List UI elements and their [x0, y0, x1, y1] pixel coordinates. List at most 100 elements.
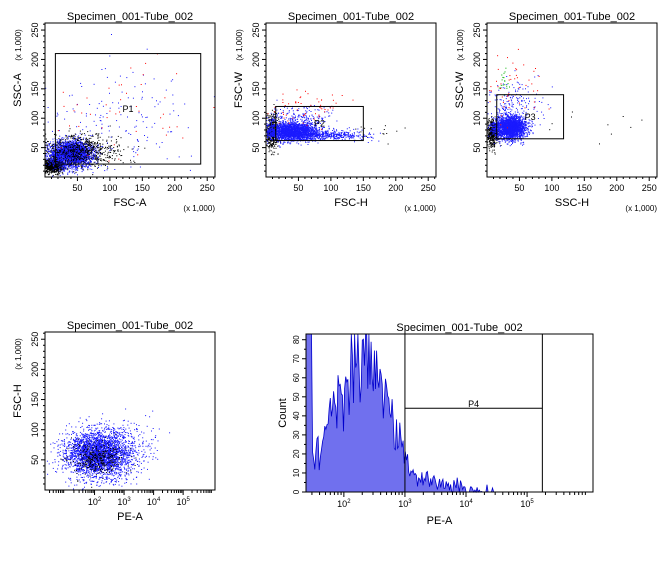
event-dot — [62, 173, 64, 175]
event-dot — [271, 144, 273, 146]
event-dot — [59, 150, 61, 152]
event-dot — [58, 148, 59, 150]
event-dot — [97, 162, 99, 164]
event-dot — [73, 148, 74, 150]
event-dot — [56, 144, 58, 146]
event-dot — [108, 157, 110, 159]
event-dot — [277, 153, 279, 155]
event-dot — [153, 78, 155, 80]
event-dot — [56, 158, 58, 160]
event-dot — [71, 135, 73, 137]
event-dot — [84, 148, 86, 150]
event-dot — [51, 161, 53, 163]
event-dot — [270, 142, 272, 144]
event-dot — [48, 173, 50, 175]
event-dot — [99, 158, 101, 160]
event-dot — [84, 141, 86, 143]
event-dot — [90, 161, 91, 163]
event-dot — [93, 156, 95, 158]
event-dot — [80, 142, 82, 143]
event-dot — [90, 149, 92, 151]
event-dot — [58, 152, 59, 153]
event-dot — [109, 55, 111, 57]
event-dot — [85, 151, 87, 153]
event-dot — [91, 164, 93, 166]
event-dot — [273, 117, 275, 119]
event-dot — [67, 165, 69, 167]
event-dot — [53, 163, 54, 165]
event-dot — [50, 146, 52, 148]
event-dot — [51, 149, 53, 151]
event-dot — [126, 130, 127, 132]
event-dot — [109, 110, 111, 112]
event-dot — [73, 152, 75, 154]
event-dot — [66, 143, 68, 145]
event-dot — [47, 141, 49, 142]
event-dot — [78, 146, 80, 148]
event-dot — [63, 105, 65, 107]
gate-p1[interactable] — [54, 53, 202, 165]
event-dot — [89, 149, 91, 151]
event-dot — [56, 150, 58, 152]
event-dot — [52, 153, 54, 155]
event-dot — [85, 139, 87, 141]
event-dot — [57, 141, 59, 143]
event-dot — [93, 120, 95, 122]
event-dot — [82, 160, 83, 162]
event-dot — [95, 114, 96, 116]
event-dot — [73, 153, 74, 155]
event-dot — [64, 150, 66, 151]
event-dot — [61, 166, 63, 168]
event-dot — [57, 114, 59, 116]
event-dot — [67, 160, 69, 162]
event-dot — [66, 154, 68, 156]
event-dot — [67, 167, 69, 169]
event-dot — [88, 143, 90, 145]
event-dot — [276, 122, 278, 124]
event-dot — [79, 152, 81, 154]
event-dot — [189, 169, 191, 171]
event-dot — [113, 144, 115, 146]
event-dot — [75, 142, 77, 144]
event-dot — [86, 160, 88, 162]
event-dot — [56, 115, 58, 117]
event-dot — [81, 86, 83, 87]
event-dot — [142, 74, 144, 76]
event-dot — [105, 160, 107, 162]
event-dot — [54, 167, 56, 169]
event-dot — [59, 168, 61, 170]
event-dot — [64, 165, 66, 166]
event-dot — [69, 140, 71, 142]
event-dot — [271, 109, 273, 111]
event-dot — [62, 158, 64, 160]
event-dot — [135, 152, 137, 154]
event-dot — [57, 155, 59, 157]
event-dot — [83, 156, 85, 158]
event-dot — [56, 148, 58, 150]
event-dot — [272, 139, 274, 140]
event-dot — [53, 164, 54, 166]
event-dot — [64, 162, 66, 163]
event-dot — [80, 162, 82, 164]
event-dot — [60, 147, 62, 149]
event-dot — [53, 148, 55, 150]
event-dot — [69, 146, 71, 148]
event-dot — [271, 113, 272, 115]
event-dot — [136, 149, 138, 151]
event-dot — [51, 164, 53, 166]
event-dot — [72, 155, 74, 157]
event-dot — [57, 130, 59, 132]
event-dot — [75, 154, 76, 156]
event-dot — [46, 161, 48, 163]
event-dot — [67, 136, 69, 138]
event-dot — [67, 155, 69, 157]
event-dot — [80, 134, 82, 136]
event-dot — [65, 136, 67, 138]
event-dot — [71, 145, 73, 147]
event-dot — [88, 142, 90, 144]
event-dot — [68, 162, 70, 164]
event-dot — [91, 149, 93, 151]
event-dot — [66, 154, 68, 156]
event-dot — [136, 139, 138, 140]
event-dot — [62, 155, 64, 157]
